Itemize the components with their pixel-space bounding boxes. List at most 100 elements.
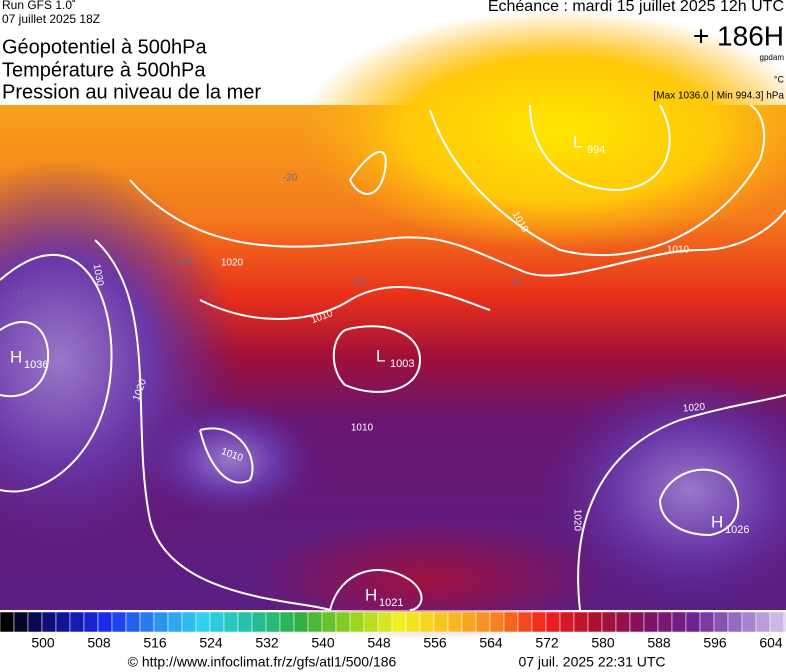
color-swatch (601, 611, 617, 633)
color-swatch (615, 611, 631, 633)
center-kind: H (10, 347, 22, 366)
temperature-label: -20 (283, 173, 298, 184)
color-swatch (503, 611, 519, 633)
color-swatch (195, 611, 211, 633)
colorbar-label: 580 (591, 635, 615, 651)
map (0, 10, 786, 640)
center-kind: L (376, 346, 385, 365)
color-swatch (713, 611, 729, 633)
title: Pression au niveau de la mer (2, 81, 261, 103)
color-swatch (181, 611, 197, 633)
colorbar-label: 524 (199, 635, 223, 651)
center-value: 1036 (24, 359, 48, 371)
color-swatch (489, 611, 505, 633)
color-swatch (153, 611, 169, 633)
color-swatch (699, 611, 715, 633)
isobar-label: 1010 (667, 245, 690, 256)
center-kind: H (365, 585, 377, 604)
color-swatch (643, 611, 659, 633)
color-swatch (251, 611, 267, 633)
color-swatch (727, 611, 743, 633)
colorbar-label: 532 (255, 635, 279, 651)
colorbar (0, 611, 786, 633)
center-value: 1003 (390, 358, 414, 370)
color-swatch (237, 611, 253, 633)
color-swatch (405, 611, 421, 633)
color-swatch (657, 611, 673, 633)
unit: gpdam (760, 53, 785, 62)
pressure-range: [Max 1036.0 | Min 994.3] hPa (654, 91, 785, 102)
source-url: © http://www.infoclimat.fr/z/gfs/atl1/50… (128, 654, 397, 670)
run: Run GFS 1.0˚ (2, 0, 76, 12)
color-swatch (13, 611, 29, 633)
colorbar-label: 540 (311, 635, 335, 651)
color-swatch (223, 611, 239, 633)
color-swatch (209, 611, 225, 633)
color-swatch (27, 611, 43, 633)
colorbar-label: 548 (367, 635, 391, 651)
temperature-label: -10 (13, 290, 28, 301)
color-swatch (363, 611, 379, 633)
color-swatch (335, 611, 351, 633)
color-swatch (573, 611, 589, 633)
color-swatch (0, 611, 15, 633)
isobar-label: 1020 (571, 509, 582, 532)
color-swatch (433, 611, 449, 633)
colorbar-label: 572 (535, 635, 559, 651)
color-swatch (97, 611, 113, 633)
color-swatch (293, 611, 309, 633)
center-kind: H (711, 512, 723, 531)
colorbar-label: 588 (647, 635, 671, 651)
isobar-label: 1010 (351, 423, 374, 434)
color-swatch (769, 611, 785, 633)
temperature-label: -10 (178, 257, 193, 268)
color-swatch (377, 611, 393, 633)
isobar-label: 1020 (221, 258, 244, 269)
color-swatch (69, 611, 85, 633)
color-swatch (531, 611, 547, 633)
color-swatch (349, 611, 365, 633)
lead-time: + 186H (693, 20, 784, 51)
colorbar-label: 564 (479, 635, 503, 651)
color-swatch (741, 611, 757, 633)
colorbar-label: 604 (759, 635, 783, 651)
color-swatch (83, 611, 99, 633)
color-swatch (111, 611, 127, 633)
run-date: 07 juillet 2025 18Z (2, 12, 100, 26)
colorbar-label: 556 (423, 635, 447, 651)
color-swatch (41, 611, 57, 633)
color-swatch (475, 611, 491, 633)
isobar-label: 1030 (91, 263, 106, 287)
color-swatch (307, 611, 323, 633)
title: Température à 500hPa (2, 59, 206, 81)
color-swatch (125, 611, 141, 633)
color-swatch (783, 611, 786, 633)
colorbar-label: 508 (87, 635, 111, 651)
colorbar-label: 516 (143, 635, 167, 651)
color-swatch (391, 611, 407, 633)
color-swatch (167, 611, 183, 633)
temperature-label: -10 (351, 277, 366, 288)
center-kind: L (573, 132, 582, 151)
isobar-label: 1020 (682, 402, 706, 415)
temperature-label: -10 (508, 277, 523, 288)
color-swatch (419, 611, 435, 633)
color-swatch (545, 611, 561, 633)
color-swatch (279, 611, 295, 633)
color-swatch (55, 611, 71, 633)
colorbar-label: 596 (703, 635, 727, 651)
color-swatch (447, 611, 463, 633)
color-swatch (559, 611, 575, 633)
colorbar-label: 500 (31, 635, 55, 651)
center-value: 1026 (725, 524, 749, 536)
unit: °C (774, 74, 785, 84)
title: Géopotentiel à 500hPa (2, 36, 207, 58)
valid-time: Echéance : mardi 15 juillet 2025 12h UTC (488, 0, 784, 15)
center-value: 994 (587, 144, 605, 156)
color-swatch (755, 611, 771, 633)
color-swatch (629, 611, 645, 633)
color-swatch (671, 611, 687, 633)
timestamp: 07 juil. 2025 22:31 UTC (518, 654, 665, 670)
color-swatch (685, 611, 701, 633)
